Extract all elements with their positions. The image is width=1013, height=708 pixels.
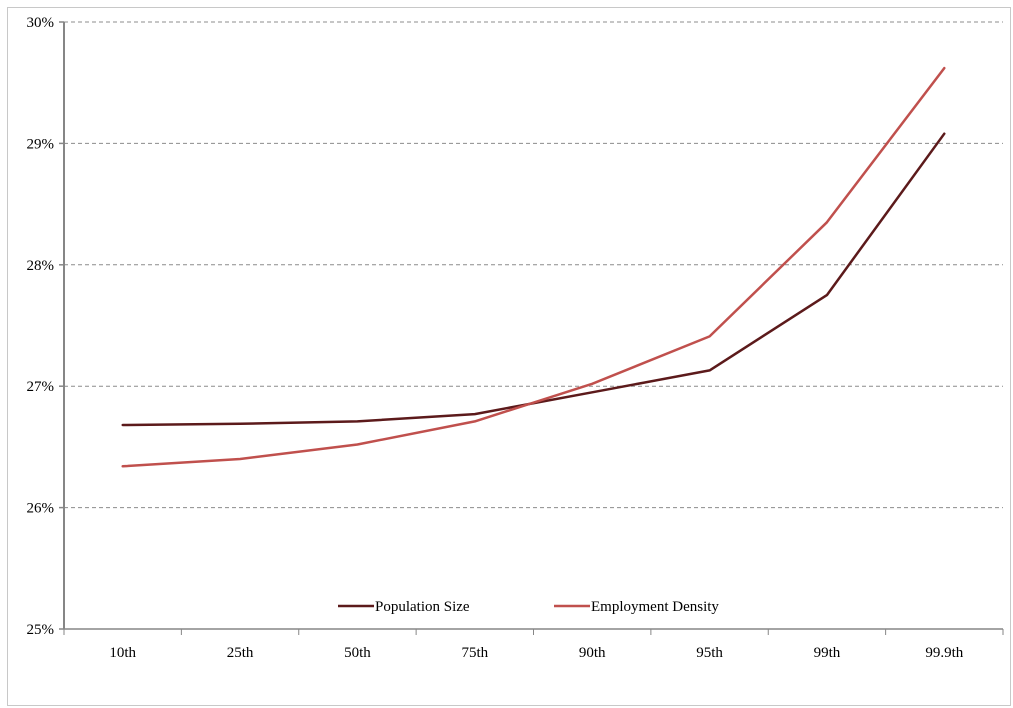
x-tick-label: 99.9th bbox=[925, 645, 963, 661]
y-tick-label: 27% bbox=[27, 379, 55, 395]
gridlines bbox=[64, 21, 1003, 509]
legend-label: Population Size bbox=[375, 599, 470, 615]
y-tick-label: 30% bbox=[27, 15, 55, 31]
chart-frame bbox=[7, 7, 1011, 706]
series-lines bbox=[121, 66, 946, 468]
y-tick-label: 25% bbox=[27, 622, 55, 638]
x-tick-label: 90th bbox=[579, 645, 606, 661]
x-tick-label: 10th bbox=[109, 645, 136, 661]
series-line-1 bbox=[121, 132, 946, 427]
y-tick-label: 26% bbox=[27, 501, 55, 517]
legend: Population Size Employment Density bbox=[338, 599, 719, 615]
x-tick-label: 99th bbox=[814, 645, 841, 661]
y-tick-label: 29% bbox=[27, 136, 55, 152]
x-tick-label: 95th bbox=[696, 645, 723, 661]
x-tick-label: 75th bbox=[461, 645, 488, 661]
legend-label: Employment Density bbox=[591, 599, 719, 615]
y-axis-ticks: 25% 26% 27% 28% 29% 30% bbox=[27, 15, 64, 638]
x-tick-label: 25th bbox=[227, 645, 254, 661]
axes bbox=[63, 22, 1003, 630]
x-axis-ticks: 10th 25th 50th 75th 90th 95th 99th 99.9th bbox=[63, 629, 1004, 661]
series-line-2 bbox=[121, 66, 946, 468]
x-tick-label: 50th bbox=[344, 645, 371, 661]
y-tick-label: 28% bbox=[27, 258, 55, 274]
